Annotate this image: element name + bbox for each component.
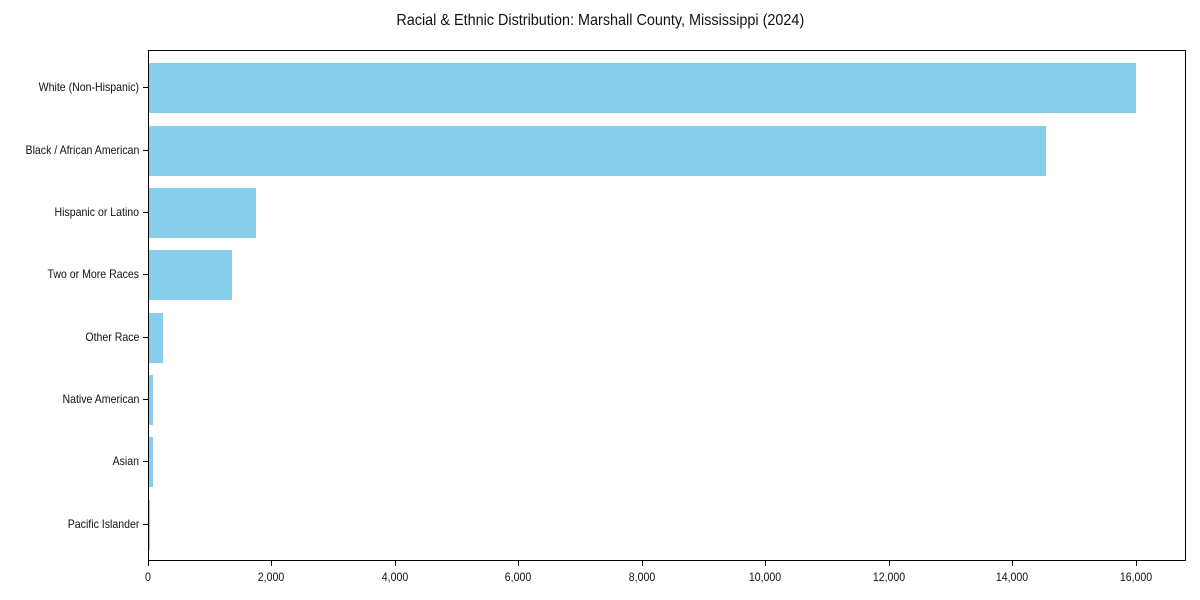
x-tick-mark bbox=[641, 561, 643, 566]
x-tick-label: 2,000 bbox=[258, 570, 285, 584]
bar bbox=[149, 375, 153, 425]
y-tick-mark bbox=[143, 87, 148, 89]
x-tick-mark bbox=[1012, 561, 1014, 566]
chart-title: Racial & Ethnic Distribution: Marshall C… bbox=[396, 12, 805, 29]
x-tick-mark bbox=[148, 561, 149, 566]
bar bbox=[149, 499, 150, 550]
y-tick-label: Asian bbox=[112, 454, 139, 469]
y-tick-label: Other Race bbox=[85, 329, 139, 344]
y-tick-mark bbox=[143, 461, 148, 463]
y-tick-mark bbox=[143, 212, 148, 214]
x-tick-mark bbox=[518, 561, 520, 566]
x-tick-label: 12,000 bbox=[872, 570, 906, 584]
plot-area bbox=[148, 50, 1186, 561]
y-tick-mark bbox=[143, 523, 148, 525]
x-tick-label: 4,000 bbox=[381, 570, 409, 584]
y-tick-label: White (Non-Hispanic) bbox=[38, 80, 139, 95]
x-tick-label: 14,000 bbox=[996, 570, 1029, 584]
x-tick-mark bbox=[1135, 561, 1137, 566]
bar bbox=[149, 312, 163, 363]
x-tick-mark bbox=[394, 561, 396, 566]
x-tick-label: 8,000 bbox=[628, 570, 656, 584]
y-tick-mark bbox=[143, 149, 148, 151]
y-tick-label: Native American bbox=[62, 391, 139, 406]
x-tick-mark bbox=[765, 561, 767, 566]
x-tick-label: 0 bbox=[145, 570, 151, 584]
bar bbox=[149, 437, 153, 488]
y-tick-mark bbox=[143, 336, 148, 338]
x-tick-mark bbox=[888, 561, 890, 566]
x-tick-label: 16,000 bbox=[1119, 570, 1153, 584]
bar bbox=[149, 125, 1047, 176]
y-tick-label: Pacific Islander bbox=[67, 516, 139, 531]
y-tick-mark bbox=[143, 274, 148, 276]
bar bbox=[149, 188, 257, 238]
x-tick-label: 10,000 bbox=[749, 570, 782, 584]
bar bbox=[149, 63, 1137, 114]
y-tick-label: Two or More Races bbox=[47, 267, 139, 282]
x-tick-mark bbox=[271, 561, 273, 566]
y-tick-mark bbox=[143, 398, 148, 400]
x-tick-label: 6,000 bbox=[505, 570, 532, 584]
bar bbox=[149, 250, 232, 301]
y-tick-label: Hispanic or Latino bbox=[54, 205, 139, 220]
y-tick-label: Black / African American bbox=[25, 142, 139, 157]
